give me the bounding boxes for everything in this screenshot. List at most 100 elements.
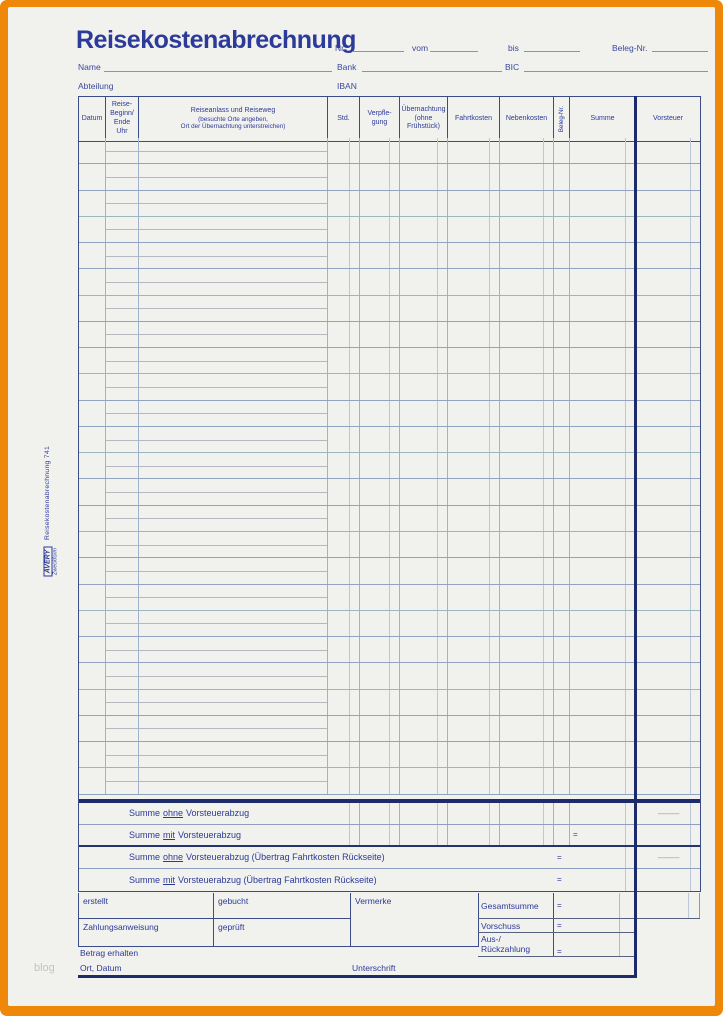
body-cell-fahrtkosten [448, 637, 500, 663]
body-cell-uebernachtung [400, 663, 448, 689]
body-cell-vorsteuer [636, 321, 700, 348]
body-cell-reise [106, 190, 139, 216]
summary-label: Summe ohne Vorsteuerabzug [79, 803, 328, 824]
reiseanlass-sub: (besuchte Orte angeben, Ort der Übernach… [180, 115, 286, 131]
col-header-vorsteuer: Vorsteuer [636, 97, 700, 142]
body-cell-uebernachtung [400, 190, 448, 217]
body-cell-fahrtkosten [448, 479, 500, 505]
body-cell-uebernachtung [400, 479, 448, 505]
body-cell-reise [106, 348, 139, 374]
name-label: Name [78, 62, 101, 72]
body-cell-fahrtkosten [448, 164, 500, 190]
body-cell-fahrtkosten [448, 426, 500, 453]
vermerke-cell: Vermerke [351, 893, 479, 947]
summary-text: Vorsteuerabzug [186, 808, 250, 819]
summary-cell-nebenkosten [500, 802, 554, 824]
body-cell-reiseanlass [139, 505, 328, 531]
body-cell-summe [570, 164, 636, 190]
summary-cell-summe: = [570, 824, 636, 845]
body-cell-vorsteuer [636, 269, 700, 295]
table-row [79, 374, 700, 401]
summary-cell-fahrtkosten [448, 802, 500, 824]
body-cell-fahrtkosten [448, 505, 500, 532]
body-cell-std [328, 216, 360, 243]
body-cell-datum [79, 637, 106, 663]
unterschrift-label: Unterschrift [352, 963, 396, 973]
erstellt-cell: erstellt [79, 893, 214, 919]
body-cell-nebenkosten [500, 505, 554, 532]
summary-emph: mit [163, 874, 176, 885]
col-header-nebenkosten: Nebenkosten [500, 97, 554, 142]
summary-cell-uebernachtung [400, 824, 448, 845]
body-cell-reiseanlass [139, 531, 328, 558]
blog-watermark: blog [34, 962, 55, 974]
body-cell-datum [79, 742, 106, 768]
betrag-erhalten-label: Betrag erhalten [80, 948, 139, 958]
body-cell-summe [570, 689, 636, 716]
body-cell-reise [106, 295, 139, 321]
table-row [79, 505, 700, 532]
body-cell-datum [79, 190, 106, 216]
body-cell-fahrtkosten [448, 715, 500, 742]
form-bottom-rule [78, 975, 637, 978]
beleg-nr-field-line [652, 51, 708, 52]
body-cell-datum [79, 768, 106, 794]
body-cell-std [328, 164, 360, 190]
body-cell-reiseanlass [139, 348, 328, 374]
body-cell-uebernachtung [400, 610, 448, 637]
body-cell-uebernachtung [400, 321, 448, 348]
bank-label: Bank [337, 62, 357, 72]
body-cell-std [328, 689, 360, 716]
body-cell-beleg [554, 269, 570, 295]
body-cell-verpflegung [360, 479, 400, 505]
table-row [79, 138, 700, 165]
body-cell-reiseanlass [139, 742, 328, 768]
vorschuss-row: Vorschuss = [478, 919, 637, 933]
table-row [79, 348, 700, 375]
body-cell-fahrtkosten [448, 453, 500, 479]
body-cell-datum [79, 663, 106, 689]
vorsteuer-divider-rule [634, 96, 637, 977]
body-cell-datum [79, 138, 106, 164]
body-cell-reiseanlass [139, 768, 328, 794]
body-cell-std [328, 531, 360, 558]
iban-label: IBAN [337, 81, 357, 91]
body-cell-uebernachtung [400, 584, 448, 611]
body-cell-reiseanlass [139, 243, 328, 269]
name-field-line [104, 71, 332, 72]
ort-datum-label: Ort, Datum [80, 963, 122, 973]
body-cell-reiseanlass [139, 295, 328, 321]
table-row [79, 768, 700, 795]
reiseanlass-main: Reiseanlass und Reiseweg [190, 106, 276, 114]
body-cell-summe [570, 531, 636, 558]
body-cell-summe [570, 663, 636, 689]
table-row [79, 663, 700, 690]
totals-block: Gesamtsumme = Vorschuss = Aus-/ Rückzahl… [478, 893, 637, 957]
body-cell-uebernachtung [400, 505, 448, 532]
body-cell-reiseanlass [139, 374, 328, 400]
body-cell-uebernachtung [400, 269, 448, 295]
body-cell-beleg [554, 348, 570, 374]
summary-text: Summe [129, 829, 161, 840]
body-cell-summe [570, 426, 636, 453]
body-cell-datum [79, 374, 106, 400]
body-cell-verpflegung [360, 348, 400, 374]
body-cell-std [328, 426, 360, 453]
body-cell-std [328, 715, 360, 742]
summary-cell-std [328, 802, 360, 824]
body-cell-datum [79, 479, 106, 505]
body-cell-vorsteuer [636, 663, 700, 689]
body-cell-reiseanlass [139, 453, 328, 479]
beleg-vertical-label: Beleg-Nr. [557, 105, 565, 133]
body-cell-summe [570, 768, 636, 794]
body-cell-std [328, 584, 360, 611]
body-cell-nebenkosten [500, 374, 554, 400]
body-cell-fahrtkosten [448, 138, 500, 164]
body-cell-verpflegung [360, 505, 400, 532]
body-cell-beleg [554, 374, 570, 400]
table-row [79, 164, 700, 191]
body-cell-std [328, 321, 360, 348]
summary-cell-vorsteuer: — [636, 802, 700, 824]
table-header-row: Datum Reise- Beginn/ Ende Uhr Reiseanlas… [79, 97, 700, 142]
body-cell-std [328, 295, 360, 322]
